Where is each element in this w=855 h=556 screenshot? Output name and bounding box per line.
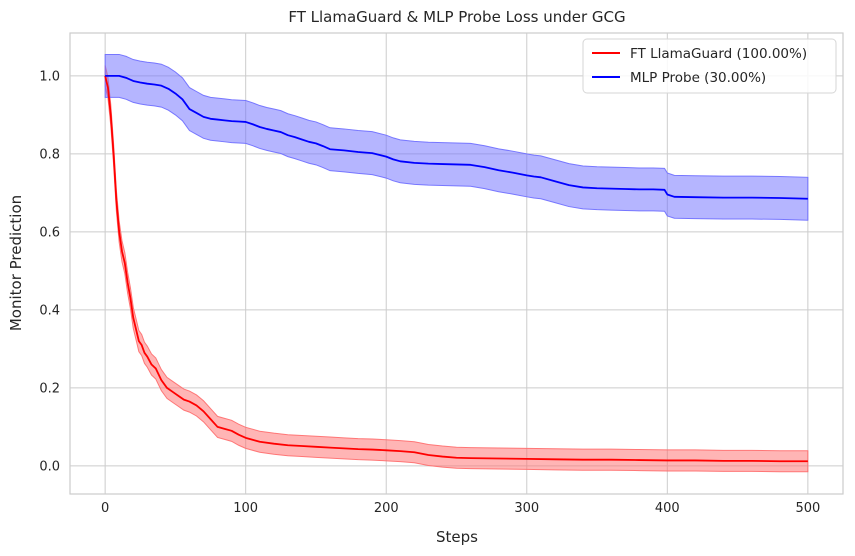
confidence-bands xyxy=(104,53,809,473)
legend-label: MLP Probe (30.00%) xyxy=(630,70,766,86)
x-tick-label: 0 xyxy=(101,501,109,516)
y-tick-label: 0.4 xyxy=(39,303,60,318)
y-axis-label: Monitor Prediction xyxy=(7,195,25,331)
series-band-1 xyxy=(104,53,809,221)
legend: FT LlamaGuard (100.00%) MLP Probe (30.00%… xyxy=(582,38,837,94)
y-tick-label: 0.8 xyxy=(39,147,60,162)
chart-title: FT LlamaGuard & MLP Probe Loss under GCG xyxy=(288,8,625,26)
x-tick-label: 500 xyxy=(795,501,820,516)
x-tick-labels: 0 100 200 300 400 500 xyxy=(101,501,820,516)
x-tick-label: 300 xyxy=(514,501,539,516)
plot-border xyxy=(69,32,844,495)
series-lines xyxy=(104,75,808,463)
x-tick-label: 100 xyxy=(233,501,258,516)
series-line-0 xyxy=(104,75,808,463)
y-tick-labels: 0.0 0.2 0.4 0.6 0.8 1.0 xyxy=(39,69,60,474)
series-line-1 xyxy=(105,75,808,200)
y-tick-label: 0.2 xyxy=(39,381,60,396)
x-tick-label: 200 xyxy=(374,501,399,516)
x-axis-label: Steps xyxy=(436,528,478,546)
x-tick-label: 400 xyxy=(655,501,680,516)
series-band-0 xyxy=(104,65,809,473)
y-tick-label: 1.0 xyxy=(39,69,60,84)
legend-label: FT LlamaGuard (100.00%) xyxy=(630,46,807,62)
y-tick-label: 0.0 xyxy=(39,459,60,474)
legend-box xyxy=(582,38,837,94)
plot-frame xyxy=(69,32,844,495)
y-tick-label: 0.6 xyxy=(39,225,60,240)
